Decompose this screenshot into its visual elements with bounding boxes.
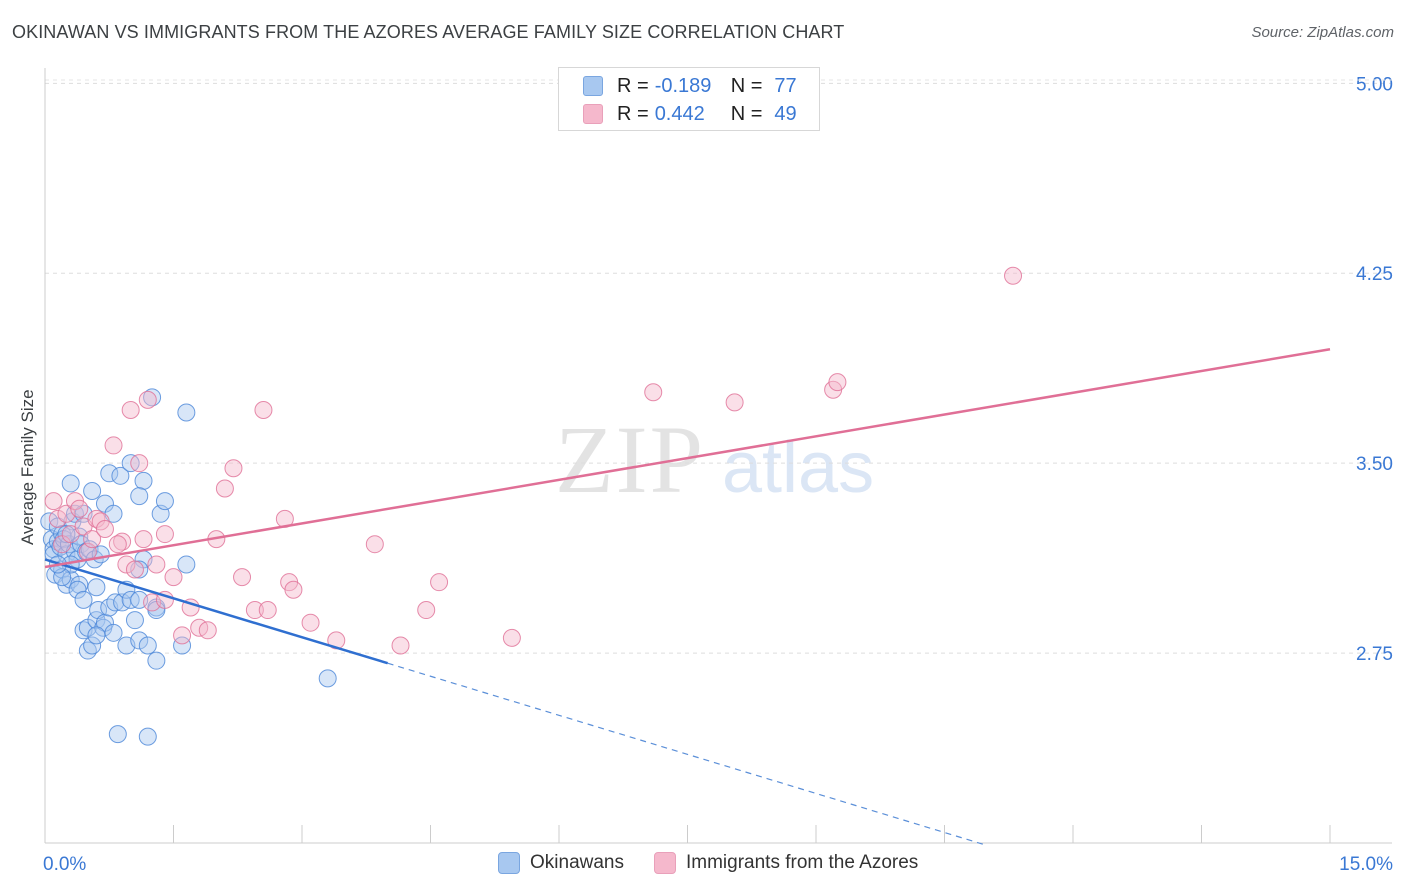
okinawans-point (130, 631, 149, 650)
okinawans-point (111, 466, 130, 485)
okinawans-point (87, 626, 106, 645)
azores-trendline (44, 347, 1331, 569)
azores-point (134, 530, 153, 549)
okinawans-point (138, 727, 157, 746)
azores-point (1004, 266, 1023, 285)
series-swatch-okinawans (498, 852, 520, 874)
n-label: N = (730, 102, 763, 125)
okinawans-point (173, 636, 192, 655)
okinawans-point (68, 580, 87, 599)
chart-title: OKINAWAN VS IMMIGRANTS FROM THE AZORES A… (12, 22, 845, 42)
azores-point (258, 601, 277, 620)
azores-point (725, 393, 744, 412)
azores-point (164, 568, 183, 587)
azores-point (44, 492, 63, 511)
azores-point (417, 601, 436, 620)
series-label-azores: Immigrants from the Azores (686, 852, 919, 873)
azores-point (215, 479, 234, 498)
azores-point (117, 555, 136, 574)
watermark-atlas: atlas (722, 428, 874, 508)
r-value: -0.189 (654, 74, 712, 97)
azores-point (644, 383, 663, 402)
okinawans-point (87, 578, 106, 597)
y-tick-label: 2.75 (1356, 644, 1393, 665)
okinawans-point (130, 487, 149, 506)
azores-point (104, 436, 123, 455)
okinawans-point (83, 482, 102, 501)
r-value: 0.442 (654, 102, 705, 125)
source-label: Source: ZipAtlas.com (1251, 24, 1394, 41)
legend-swatch-azores (583, 104, 603, 124)
okinawans-point (100, 464, 119, 483)
okinawans-point (57, 525, 76, 544)
azores-point (502, 628, 521, 647)
okinawans-point (147, 651, 166, 670)
series-swatch-azores (654, 852, 676, 874)
r-label: R = (617, 102, 649, 125)
legend-swatch-okinawans (583, 76, 603, 96)
azores-point (95, 520, 114, 538)
azores-point (301, 613, 320, 632)
azores-point (430, 573, 449, 592)
okinawans-point (177, 555, 196, 574)
okinawans-point (155, 492, 174, 511)
azores-point (233, 568, 252, 587)
azores-point (83, 530, 102, 549)
okinawans-point (177, 403, 196, 422)
azores-point (198, 621, 217, 640)
okinawans-point (104, 623, 123, 642)
okinawans-point (106, 593, 125, 612)
azores-point (121, 400, 140, 419)
azores-point (365, 535, 384, 554)
legend-row-azores: R = 0.442 N = 49 (583, 101, 797, 127)
y-axis-label: Average Family Size (18, 389, 37, 545)
azores-point (391, 636, 410, 655)
okinawans-point (83, 636, 102, 655)
n-label: N = (730, 74, 763, 97)
okinawans-point (138, 636, 157, 655)
series-legend-okinawans[interactable]: Okinawans (498, 852, 624, 874)
okinawans-point (74, 590, 93, 609)
okinawans-trendline-extension (387, 662, 988, 847)
series-legend: Okinawans Immigrants from the Azores (498, 852, 948, 874)
legend-row-okinawans: R = -0.189 N = 77 (583, 73, 797, 99)
azores-point (155, 525, 174, 544)
x-tick-label-max: 15.0% (1339, 854, 1393, 875)
azores-point (108, 535, 127, 554)
okinawans-point (80, 540, 99, 559)
azores-point (254, 400, 273, 419)
azores-point (125, 560, 144, 579)
azores-point (48, 509, 67, 528)
series-label-okinawans: Okinawans (530, 852, 624, 873)
r-label: R = (617, 74, 649, 97)
azores-point (147, 555, 166, 574)
azores-point (828, 373, 847, 392)
okinawans-point (318, 669, 337, 688)
okinawans-trendline (44, 558, 389, 665)
series-legend-azores[interactable]: Immigrants from the Azores (654, 852, 918, 874)
y-tick-label: 5.00 (1356, 74, 1393, 95)
y-tick-label: 3.50 (1356, 454, 1393, 475)
correlation-legend: R = -0.189 N = 77 R = 0.442 N = 49 (558, 67, 820, 131)
azores-point (245, 601, 264, 620)
okinawans-point (134, 471, 153, 490)
n-value: 77 (774, 74, 797, 97)
azores-point (173, 626, 192, 645)
x-tick-label-min: 0.0% (43, 854, 86, 875)
azores-point (138, 390, 157, 409)
okinawans-point (108, 725, 127, 744)
n-value: 49 (774, 102, 797, 125)
azores-point (70, 499, 89, 518)
okinawans-point (125, 611, 144, 630)
azores-point (130, 454, 149, 473)
okinawans-point (61, 474, 80, 493)
azores-point (224, 459, 243, 478)
azores-point (284, 580, 303, 599)
y-tick-label: 4.25 (1356, 264, 1393, 285)
